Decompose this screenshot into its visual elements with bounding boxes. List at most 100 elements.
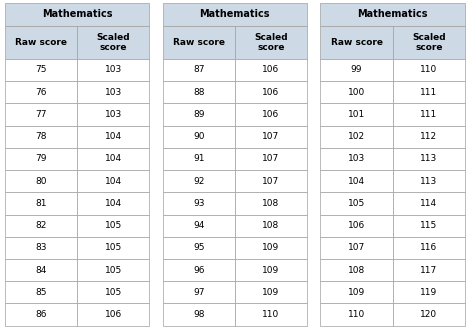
Text: 102: 102	[348, 132, 365, 141]
Bar	[320, 192, 392, 215]
Bar	[163, 103, 235, 126]
Text: 108: 108	[263, 221, 280, 230]
Text: Mathematics: Mathematics	[42, 10, 112, 19]
Bar	[5, 3, 149, 26]
Bar	[320, 237, 392, 259]
Text: 88: 88	[193, 88, 204, 97]
Bar	[392, 81, 465, 103]
Text: 106: 106	[263, 88, 280, 97]
Bar	[77, 215, 149, 237]
Bar	[235, 192, 307, 215]
Text: 76: 76	[35, 88, 46, 97]
Bar	[235, 59, 307, 81]
Text: 111: 111	[420, 110, 438, 119]
Text: 107: 107	[263, 132, 280, 141]
Bar	[163, 81, 235, 103]
Bar	[320, 103, 392, 126]
Bar	[320, 281, 392, 303]
Text: 104: 104	[105, 132, 122, 141]
Bar	[320, 3, 465, 26]
Bar	[77, 103, 149, 126]
Bar	[77, 59, 149, 81]
Text: 107: 107	[263, 154, 280, 164]
Text: 92: 92	[193, 177, 204, 186]
Bar	[320, 259, 392, 281]
Text: 96: 96	[193, 266, 204, 275]
Text: 86: 86	[35, 310, 46, 319]
Text: 112: 112	[420, 132, 438, 141]
Text: Mathematics: Mathematics	[357, 10, 428, 19]
Text: 109: 109	[263, 266, 280, 275]
Text: 116: 116	[420, 243, 438, 252]
Bar	[163, 3, 307, 26]
Text: 99: 99	[351, 65, 362, 74]
Text: Raw score: Raw score	[15, 38, 67, 47]
Text: Mathematics: Mathematics	[200, 10, 270, 19]
Bar	[5, 170, 77, 192]
Text: 105: 105	[105, 266, 122, 275]
Bar	[5, 148, 77, 170]
Bar	[235, 281, 307, 303]
Text: 104: 104	[105, 154, 122, 164]
Bar	[163, 126, 235, 148]
Text: 105: 105	[105, 288, 122, 297]
Text: 105: 105	[348, 199, 365, 208]
Text: 80: 80	[35, 177, 46, 186]
Bar	[235, 103, 307, 126]
Bar	[392, 26, 465, 59]
Text: 103: 103	[105, 65, 122, 74]
Bar	[392, 148, 465, 170]
Text: 98: 98	[193, 310, 204, 319]
Bar	[320, 59, 392, 81]
Bar	[77, 237, 149, 259]
Bar	[392, 126, 465, 148]
Bar	[5, 281, 77, 303]
Bar	[77, 259, 149, 281]
Text: 104: 104	[105, 177, 122, 186]
Bar	[235, 81, 307, 103]
Bar	[5, 192, 77, 215]
Text: 101: 101	[348, 110, 365, 119]
Text: 106: 106	[348, 221, 365, 230]
Text: 103: 103	[105, 110, 122, 119]
Bar	[5, 259, 77, 281]
Text: 106: 106	[263, 110, 280, 119]
Bar	[163, 26, 235, 59]
Bar	[320, 303, 392, 326]
Bar	[5, 59, 77, 81]
Bar	[163, 303, 235, 326]
Bar	[235, 148, 307, 170]
Bar	[235, 259, 307, 281]
Text: 114: 114	[420, 199, 438, 208]
Text: 75: 75	[35, 65, 46, 74]
Text: 111: 111	[420, 88, 438, 97]
Text: 93: 93	[193, 199, 204, 208]
Text: 82: 82	[35, 221, 46, 230]
Text: 106: 106	[105, 310, 122, 319]
Text: Scaled
score: Scaled score	[412, 33, 446, 52]
Text: 87: 87	[193, 65, 204, 74]
Text: 94: 94	[193, 221, 204, 230]
Text: 115: 115	[420, 221, 438, 230]
Bar	[392, 170, 465, 192]
Bar	[235, 237, 307, 259]
Text: 119: 119	[420, 288, 438, 297]
Text: 104: 104	[348, 177, 365, 186]
Bar	[392, 259, 465, 281]
Text: 85: 85	[35, 288, 46, 297]
Bar	[5, 126, 77, 148]
Bar	[77, 281, 149, 303]
Bar	[392, 281, 465, 303]
Bar	[77, 126, 149, 148]
Text: 106: 106	[263, 65, 280, 74]
Bar	[235, 26, 307, 59]
Text: 104: 104	[105, 199, 122, 208]
Text: 100: 100	[348, 88, 365, 97]
Bar	[5, 303, 77, 326]
Text: 79: 79	[35, 154, 46, 164]
Text: 103: 103	[105, 88, 122, 97]
Bar	[320, 81, 392, 103]
Bar	[77, 303, 149, 326]
Text: 110: 110	[348, 310, 365, 319]
Text: 81: 81	[35, 199, 46, 208]
